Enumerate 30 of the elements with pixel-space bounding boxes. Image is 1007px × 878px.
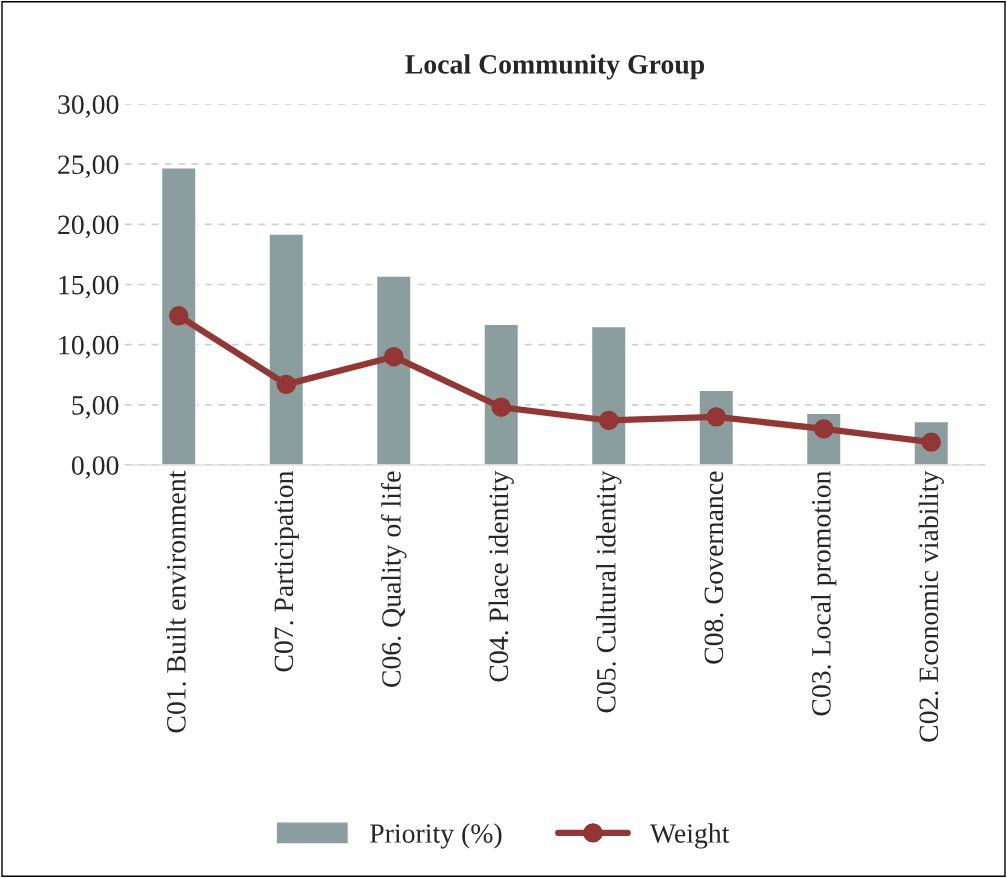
point [169,306,189,326]
y-tick-label: 0,00 [71,456,119,479]
y-tick-label: 15,00 [59,275,119,299]
x-tick-label: C03. Local promotion [811,470,837,716]
bar [375,275,412,465]
x-tick-label: C06. Quality of life [380,471,407,687]
bar [268,233,305,465]
y-tick-label: 5,00 [72,396,119,419]
point [491,397,511,417]
bar [590,325,627,465]
point [276,374,296,395]
y-tick-label: 20,00 [58,215,119,239]
point [384,346,404,367]
x-tick-label: C05. Cultural identity [596,470,622,713]
point [814,419,834,439]
y-tick-label: 30,00 [58,95,119,118]
chart-title: Local Community Group [405,54,705,80]
point [706,407,726,427]
bar [160,167,197,465]
x-tick-label: C01. Built environment [166,470,186,733]
bar [483,323,520,465]
x-tick-label: C02. Economic viability [918,470,944,742]
x-tick-label: C04. Place identity [488,470,514,682]
y-tick-label: 25,00 [58,155,119,179]
legend-label: Weight [649,823,730,849]
point [599,410,619,431]
x-tick-label: C07. Participation [274,470,299,672]
legend-label: Priority (%) [370,823,502,849]
y-tick-label: 10,00 [59,335,119,359]
x-tick-label: C08. Governance [704,471,724,664]
